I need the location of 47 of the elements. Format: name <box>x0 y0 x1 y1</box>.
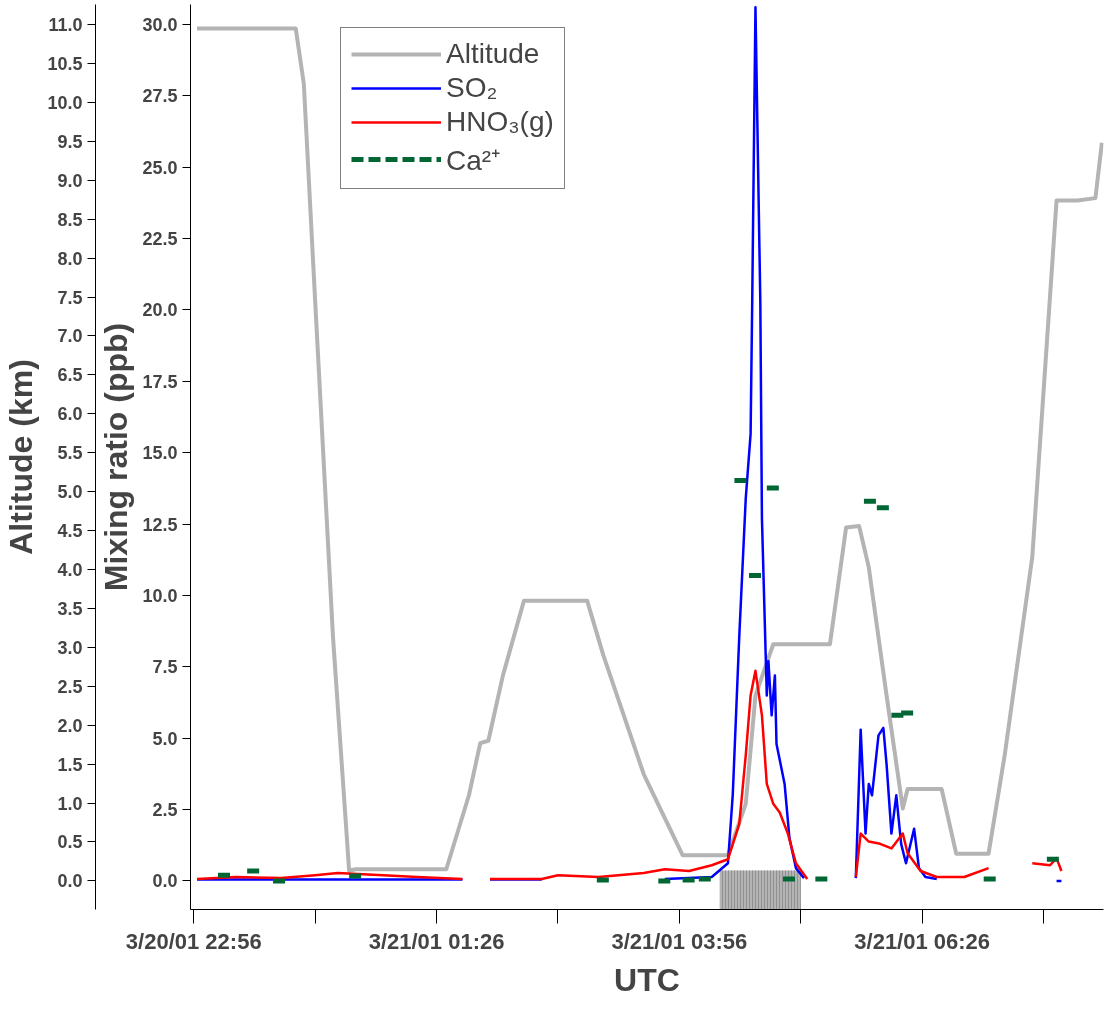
y2-axis-title: Altitude (km) <box>3 359 40 555</box>
legend-label: Altitude <box>446 38 540 70</box>
x-tick-label: 3/21/01 01:26 <box>368 928 505 954</box>
y2-tick-label: 7.5 <box>57 287 83 308</box>
x-tick-label: 3/21/01 03:56 <box>611 928 748 954</box>
y-tick-label: 2.5 <box>152 800 178 821</box>
y2-tick-label: 9.5 <box>57 131 83 152</box>
y-tick-label: 5.0 <box>152 728 178 749</box>
y2-tick-label: 6.5 <box>57 365 83 386</box>
y2-tick-label: 0.0 <box>57 871 83 892</box>
y2-tick-label: 11.0 <box>48 15 83 36</box>
y2-tick-label: 2.0 <box>57 715 83 736</box>
legend-label: SO₂ <box>446 72 498 104</box>
y-tick-label: 15.0 <box>142 443 178 464</box>
y2-tick-label: 3.5 <box>57 598 83 619</box>
y2-tick-label: 8.0 <box>57 248 83 269</box>
y-tick-label: 0.0 <box>152 871 178 892</box>
y2-tick-label: 3.0 <box>57 637 83 658</box>
y2-tick-label: 1.5 <box>57 754 83 775</box>
y-tick-label: 7.5 <box>152 657 178 678</box>
x-tick-label: 3/21/01 06:26 <box>854 928 991 954</box>
y2-tick-label: 1.0 <box>57 793 83 814</box>
x-axis-title: UTC <box>614 961 680 998</box>
y2-tick-label: 4.5 <box>57 521 83 542</box>
y-tick-label: 27.5 <box>142 86 178 107</box>
y-tick-label: 30.0 <box>142 14 178 35</box>
y2-tick-label: 0.5 <box>57 832 83 853</box>
y-tick-label: 22.5 <box>142 229 178 250</box>
y2-tick-label: 5.5 <box>57 443 83 464</box>
y-tick-label: 20.0 <box>142 300 178 321</box>
y-tick-label: 10.0 <box>142 585 178 606</box>
y2-tick-label: 2.5 <box>57 676 83 697</box>
y-tick-label: 12.5 <box>142 514 178 535</box>
y2-tick-label: 8.5 <box>57 209 83 230</box>
y2-tick-label: 9.0 <box>57 170 83 191</box>
y2-tick-label: 6.0 <box>57 404 83 425</box>
x-tick-label: 3/20/01 22:56 <box>125 928 262 954</box>
y2-tick-label: 10.0 <box>47 92 83 113</box>
y2-tick-label: 4.0 <box>57 560 83 580</box>
y-tick-label: 17.5 <box>142 371 178 392</box>
y2-tick-label: 5.0 <box>57 482 83 503</box>
y-axis-title: Mixing ratio (ppb) <box>98 322 135 592</box>
y2-tick-label: 10.5 <box>47 53 83 74</box>
legend-label: HNO₃(g) <box>446 106 554 138</box>
y2-tick-label: 7.0 <box>57 326 83 347</box>
y-tick-label: 25.0 <box>142 157 178 178</box>
legend-label: Ca²⁺ <box>446 144 501 178</box>
